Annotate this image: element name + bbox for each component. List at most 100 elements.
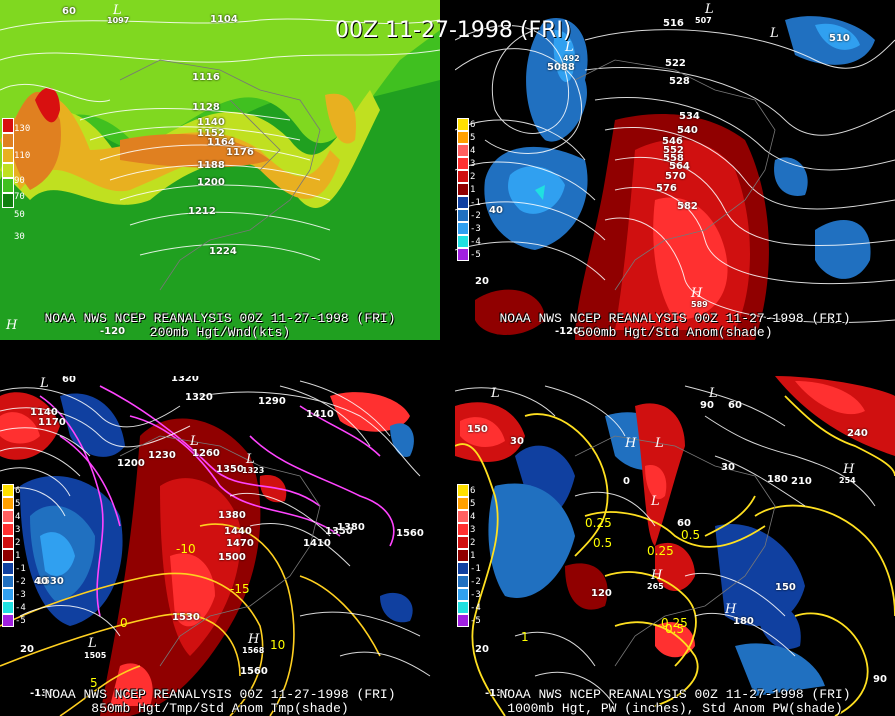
contour-label: 1140	[197, 117, 225, 128]
legend-label: 4	[470, 512, 476, 522]
legend-label: 2	[470, 538, 476, 548]
contour-label: 510	[829, 33, 850, 44]
map-500mb	[455, 0, 895, 340]
panel-500mb: 6 5 4 3 2 1 -1 -2 -3 -4 -5 516 510 522 5…	[455, 0, 895, 340]
contour-label: 90	[700, 400, 714, 411]
legend-label: 130	[14, 124, 31, 134]
legend-swatch	[457, 248, 469, 261]
contour-label: 1530	[172, 612, 200, 623]
contour-label: 0	[623, 476, 630, 487]
low-mark: L	[40, 376, 49, 391]
legend-label: -3	[470, 224, 481, 234]
legend-swatch	[457, 144, 469, 157]
figure-title: 00Z 11-27-1998 (FRI)	[335, 18, 572, 43]
caption-source: NOAA NWS NCEP REANALYSIS 00Z 11-27-1998 …	[499, 687, 851, 702]
legend-label: 4	[15, 512, 21, 522]
contour-label: 1530	[36, 576, 64, 587]
legend-swatch	[457, 157, 469, 170]
legend-label: 50	[14, 210, 25, 220]
lon-label: -130	[485, 688, 511, 699]
lon-label: -130	[30, 688, 56, 699]
legend-swatch	[457, 601, 469, 614]
contour-label: 1320	[185, 392, 213, 403]
high-mark: H	[691, 286, 703, 301]
contour-label: 546	[662, 136, 683, 147]
high-value: 265	[647, 582, 664, 591]
low-mark: L	[565, 40, 574, 55]
contour-label: 1164	[207, 137, 235, 148]
legend-label: 2	[15, 538, 21, 548]
caption-field: 500mb Hgt/Std Anom(shade)	[577, 325, 773, 340]
contour-label: 540	[677, 125, 698, 136]
lat-label: 40	[489, 205, 503, 216]
low-mark: L	[705, 2, 714, 17]
pw-label: 0.5	[593, 536, 613, 550]
contour-label: 576	[656, 183, 677, 194]
contour-label: 210	[791, 476, 812, 487]
legend-label: 5	[470, 133, 476, 143]
legend-swatch	[457, 523, 469, 536]
contour-label: 90	[649, 376, 663, 379]
legend-swatch	[2, 588, 14, 601]
high-value: 254	[839, 476, 856, 485]
legend-label: -5	[470, 616, 481, 626]
legend-label: 90	[14, 176, 25, 186]
contour-label: 1320	[171, 376, 199, 384]
legend-swatch	[457, 131, 469, 144]
contour-label: 1260	[192, 448, 220, 459]
map-850mb	[0, 376, 440, 716]
legend-swatch	[457, 222, 469, 235]
legend-label: -1	[15, 564, 26, 574]
contour-label: 1188	[197, 160, 225, 171]
low-mark: L	[655, 436, 664, 451]
legend-swatch	[2, 549, 14, 562]
contour-label: 150	[467, 424, 488, 435]
temp-label: -10	[176, 542, 196, 556]
low-value: 1323	[242, 466, 265, 475]
legend-swatch	[2, 601, 14, 614]
legend-label: -5	[470, 250, 481, 260]
legend-label: 1	[470, 185, 476, 195]
legend-swatch	[2, 193, 14, 208]
low-mark: L	[190, 434, 199, 449]
legend-swatch	[457, 614, 469, 627]
legend-swatch	[2, 523, 14, 536]
legend-swatch	[2, 562, 14, 575]
contour-label: 1116	[192, 72, 220, 83]
legend-label: -4	[15, 603, 26, 613]
lat-label: 60	[62, 376, 76, 385]
high-value: 589	[691, 300, 708, 309]
contour-label: 60	[728, 400, 742, 411]
pw-label: 0.25	[585, 516, 612, 530]
high-value: 1568	[242, 646, 265, 655]
contour-label: 516	[663, 18, 684, 29]
contour-label: 60	[677, 518, 691, 529]
legend-label: 6	[470, 120, 476, 130]
legend-label: -1	[470, 198, 481, 208]
contour-label: 240	[847, 428, 868, 439]
contour-label: 534	[679, 111, 700, 122]
legend-label: -4	[470, 603, 481, 613]
legend-label: 3	[15, 525, 21, 535]
legend-swatch	[457, 196, 469, 209]
contour-label: 1200	[117, 458, 145, 469]
high-mark: H	[248, 632, 260, 647]
legend-label: 5	[470, 499, 476, 509]
contour-label: 30	[721, 462, 735, 473]
low-mark: L	[88, 636, 97, 651]
legend-label: -5	[15, 616, 26, 626]
contour-label: 1380	[218, 510, 246, 521]
low-value: 1097	[107, 16, 130, 25]
legend-swatch	[2, 133, 14, 148]
contour-label: 522	[665, 58, 686, 69]
contour-label: 120	[591, 588, 612, 599]
legend-wind	[2, 118, 14, 208]
caption-field: 850mb Hgt/Tmp/Std Anom Tmp(shade)	[91, 701, 349, 716]
pw-label: 0.25	[661, 616, 688, 630]
contour-label: 552	[663, 145, 684, 156]
contour-label: 120	[619, 376, 640, 379]
temp-label: 5	[90, 676, 98, 690]
contour-label: 528	[669, 76, 690, 87]
legend-swatch	[2, 614, 14, 627]
legend-label: -1	[470, 564, 481, 574]
